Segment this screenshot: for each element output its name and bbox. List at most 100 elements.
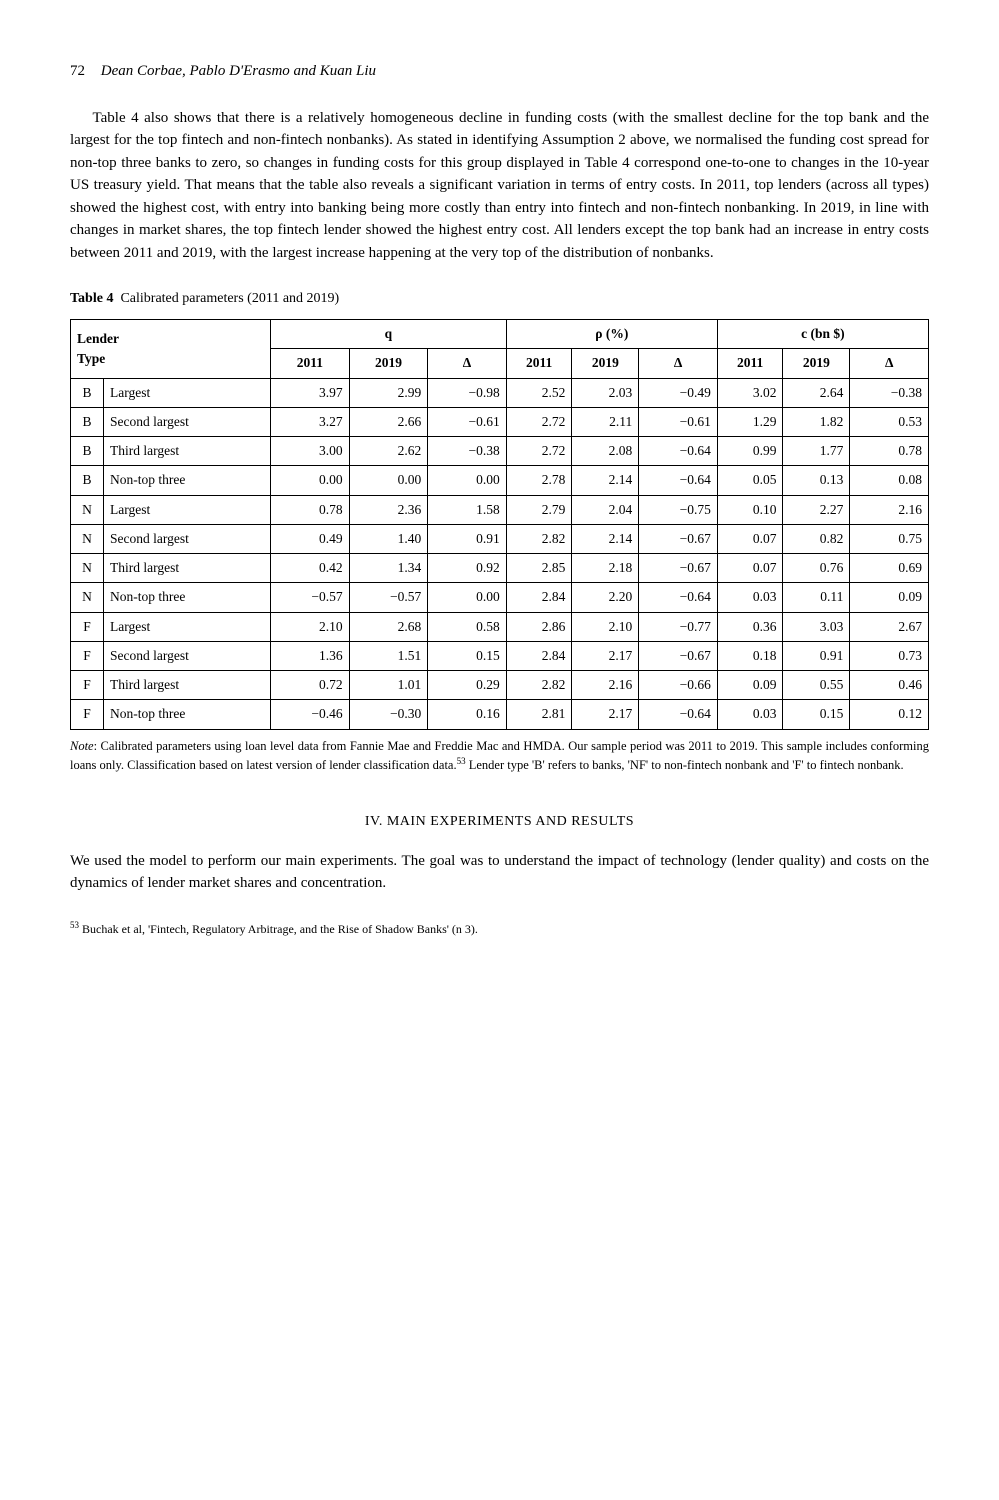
table-row: NNon-top three−0.57−0.570.002.842.20−0.6… bbox=[71, 583, 929, 612]
table-cell: −0.75 bbox=[639, 495, 718, 524]
table-cell: −0.66 bbox=[639, 671, 718, 700]
table-row: NThird largest0.421.340.922.852.18−0.670… bbox=[71, 554, 929, 583]
table-cell: Third largest bbox=[104, 437, 271, 466]
table-cell: 0.75 bbox=[850, 524, 929, 553]
table-cell: −0.64 bbox=[639, 700, 718, 729]
table-cell: 2.10 bbox=[572, 612, 639, 641]
table-cell: 0.82 bbox=[783, 524, 850, 553]
table-cell: −0.67 bbox=[639, 524, 718, 553]
table-cell: 2.68 bbox=[349, 612, 428, 641]
table-cell: −0.67 bbox=[639, 554, 718, 583]
note-text-2: Lender type 'B' refers to banks, 'NF' to… bbox=[466, 758, 904, 772]
col-rho-delta: Δ bbox=[639, 349, 718, 378]
table-cell: F bbox=[71, 700, 104, 729]
table-cell: 0.42 bbox=[271, 554, 350, 583]
table-cell: −0.38 bbox=[850, 378, 929, 407]
table-cell: 1.36 bbox=[271, 641, 350, 670]
table-cell: Largest bbox=[104, 378, 271, 407]
table-cell: −0.67 bbox=[639, 641, 718, 670]
col-rho-2019: 2019 bbox=[572, 349, 639, 378]
table-cell: −0.49 bbox=[639, 378, 718, 407]
table-body: BLargest3.972.99−0.982.522.03−0.493.022.… bbox=[71, 378, 929, 729]
table-cell: 0.78 bbox=[850, 437, 929, 466]
table-cell: 1.77 bbox=[783, 437, 850, 466]
table-cell: 2.82 bbox=[506, 671, 572, 700]
table-cell: 0.49 bbox=[271, 524, 350, 553]
table-row: BThird largest3.002.62−0.382.722.08−0.64… bbox=[71, 437, 929, 466]
table-cell: 2.03 bbox=[572, 378, 639, 407]
table-cell: Non-top three bbox=[104, 700, 271, 729]
col-group-rho: ρ (%) bbox=[506, 320, 717, 349]
table-cell: 2.82 bbox=[506, 524, 572, 553]
table-cell: 2.18 bbox=[572, 554, 639, 583]
table-cell: −0.30 bbox=[349, 700, 428, 729]
table-cell: 0.46 bbox=[850, 671, 929, 700]
table-cell: 3.03 bbox=[783, 612, 850, 641]
table-cell: 2.11 bbox=[572, 407, 639, 436]
table-cell: 0.10 bbox=[717, 495, 783, 524]
table-cell: 3.00 bbox=[271, 437, 350, 466]
table-cell: 2.79 bbox=[506, 495, 572, 524]
table-row: FSecond largest1.361.510.152.842.17−0.67… bbox=[71, 641, 929, 670]
table-cell: −0.57 bbox=[271, 583, 350, 612]
note-prefix: Note bbox=[70, 739, 94, 753]
table-cell: −0.64 bbox=[639, 583, 718, 612]
table-cell: −0.46 bbox=[271, 700, 350, 729]
table-cell: 0.09 bbox=[850, 583, 929, 612]
table-cell: N bbox=[71, 524, 104, 553]
table-cell: B bbox=[71, 407, 104, 436]
table-cell: 0.13 bbox=[783, 466, 850, 495]
table-cell: 0.76 bbox=[783, 554, 850, 583]
table-cell: 2.08 bbox=[572, 437, 639, 466]
table-cell: 2.84 bbox=[506, 641, 572, 670]
col-q-delta: Δ bbox=[428, 349, 507, 378]
table-cell: 0.00 bbox=[349, 466, 428, 495]
table-cell: 2.20 bbox=[572, 583, 639, 612]
table-row: NSecond largest0.491.400.912.822.14−0.67… bbox=[71, 524, 929, 553]
table-cell: 2.67 bbox=[850, 612, 929, 641]
table-row: BSecond largest3.272.66−0.612.722.11−0.6… bbox=[71, 407, 929, 436]
col-lender-type: Lender Type bbox=[71, 320, 271, 379]
table-cell: 2.62 bbox=[349, 437, 428, 466]
table-cell: F bbox=[71, 612, 104, 641]
section-heading: IV. MAIN EXPERIMENTS AND RESULTS bbox=[70, 811, 929, 832]
col-q-2011: 2011 bbox=[271, 349, 350, 378]
table-cell: 0.03 bbox=[717, 700, 783, 729]
table-cell: 2.10 bbox=[271, 612, 350, 641]
table-cell: 2.72 bbox=[506, 437, 572, 466]
table-cell: 0.05 bbox=[717, 466, 783, 495]
table-cell: −0.57 bbox=[349, 583, 428, 612]
table-cell: 0.73 bbox=[850, 641, 929, 670]
table-caption-text: Calibrated parameters (2011 and 2019) bbox=[120, 291, 339, 306]
col-c-delta: Δ bbox=[850, 349, 929, 378]
table-cell: Non-top three bbox=[104, 466, 271, 495]
table-row: FLargest2.102.680.582.862.10−0.770.363.0… bbox=[71, 612, 929, 641]
table-cell: 2.27 bbox=[783, 495, 850, 524]
parameters-table: Lender Type q ρ (%) c (bn $) 2011 2019 Δ… bbox=[70, 319, 929, 730]
table-cell: 0.18 bbox=[717, 641, 783, 670]
table-cell: 2.86 bbox=[506, 612, 572, 641]
table-cell: 2.78 bbox=[506, 466, 572, 495]
table-cell: 1.34 bbox=[349, 554, 428, 583]
table-cell: 0.78 bbox=[271, 495, 350, 524]
table-cell: 0.58 bbox=[428, 612, 507, 641]
table-cell: 0.53 bbox=[850, 407, 929, 436]
body-paragraph-1: Table 4 also shows that there is a relat… bbox=[70, 107, 929, 265]
table-cell: 0.69 bbox=[850, 554, 929, 583]
table-cell: −0.77 bbox=[639, 612, 718, 641]
table-cell: 0.29 bbox=[428, 671, 507, 700]
table-cell: 2.36 bbox=[349, 495, 428, 524]
table-cell: 2.85 bbox=[506, 554, 572, 583]
col-group-c: c (bn $) bbox=[717, 320, 928, 349]
table-row: NLargest0.782.361.582.792.04−0.750.102.2… bbox=[71, 495, 929, 524]
table-cell: 2.04 bbox=[572, 495, 639, 524]
table-cell: 0.36 bbox=[717, 612, 783, 641]
table-cell: Second largest bbox=[104, 407, 271, 436]
table-cell: 1.29 bbox=[717, 407, 783, 436]
note-sup: 53 bbox=[457, 756, 466, 766]
table-cell: −0.61 bbox=[639, 407, 718, 436]
table-cell: 0.07 bbox=[717, 524, 783, 553]
col-q-2019: 2019 bbox=[349, 349, 428, 378]
table-cell: 2.17 bbox=[572, 700, 639, 729]
table-cell: Largest bbox=[104, 495, 271, 524]
